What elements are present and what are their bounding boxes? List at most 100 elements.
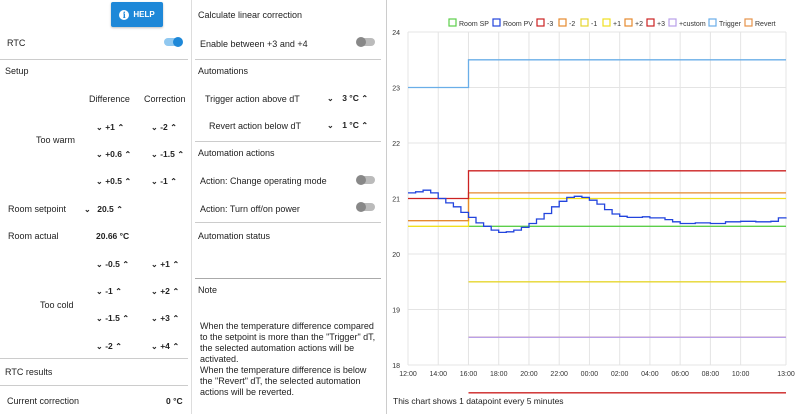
toggle-knob bbox=[173, 37, 183, 47]
chevron-down-icon[interactable]: ⌄ bbox=[151, 150, 158, 159]
chevron-up-icon[interactable]: ⌃ bbox=[177, 150, 185, 159]
chevron-down-icon[interactable]: ⌄ bbox=[96, 287, 103, 296]
help-button[interactable]: i HELP bbox=[111, 2, 163, 27]
action1-label: Action: Change operating mode bbox=[200, 176, 327, 186]
action1-toggle[interactable] bbox=[356, 175, 375, 185]
diff-value: -1.5 bbox=[105, 313, 120, 323]
action2-toggle[interactable] bbox=[356, 202, 375, 212]
too-warm-label: Too warm bbox=[36, 135, 76, 145]
x-tick-label: 04:00 bbox=[641, 371, 659, 378]
chevron-down-icon[interactable]: ⌄ bbox=[84, 205, 91, 214]
automation-actions-title: Automation actions bbox=[198, 148, 275, 158]
corr-stepper-cold-4: ⌄ +4 ⌃ bbox=[151, 341, 179, 351]
chevron-down-icon[interactable]: ⌄ bbox=[151, 314, 158, 323]
legend-label: Trigger bbox=[719, 21, 742, 28]
legend-label: -2 bbox=[569, 21, 575, 28]
chevron-up-icon[interactable]: ⌃ bbox=[124, 177, 132, 186]
current-correction-label: Current correction bbox=[7, 396, 80, 406]
trigger-stepper: ⌄ 3 °C ⌃ bbox=[327, 93, 368, 103]
chevron-down-icon[interactable]: ⌄ bbox=[96, 314, 103, 323]
chevron-down-icon[interactable]: ⌄ bbox=[151, 177, 158, 186]
chevron-up-icon[interactable]: ⌃ bbox=[115, 287, 122, 296]
diff-stepper-cold-4: ⌄ -2 ⌃ bbox=[96, 341, 122, 351]
chevron-up-icon[interactable]: ⌃ bbox=[124, 150, 132, 159]
chevron-down-icon[interactable]: ⌄ bbox=[151, 260, 158, 269]
corr-stepper-warm-2: ⌄ -1.5 ⌃ bbox=[151, 149, 184, 159]
divider bbox=[195, 59, 381, 60]
chevron-up-icon[interactable]: ⌃ bbox=[170, 123, 177, 132]
y-tick-label: 20 bbox=[392, 252, 400, 259]
setup-title: Setup bbox=[5, 66, 29, 76]
x-tick-label: 14:00 bbox=[429, 371, 447, 378]
y-tick-label: 21 bbox=[392, 197, 400, 204]
action2-label: Action: Turn off/on power bbox=[200, 204, 300, 214]
chevron-down-icon[interactable]: ⌄ bbox=[151, 287, 158, 296]
legend-swatch bbox=[602, 18, 611, 27]
legend-swatch bbox=[646, 18, 655, 27]
chevron-up-icon[interactable]: ⌃ bbox=[172, 314, 180, 323]
chevron-up-icon[interactable]: ⌃ bbox=[361, 94, 369, 103]
corr-stepper-cold-1: ⌄ +1 ⌃ bbox=[151, 259, 179, 269]
legend-swatch bbox=[708, 18, 717, 27]
corr-value: +4 bbox=[160, 341, 170, 351]
corr-value: -1 bbox=[160, 176, 168, 186]
y-tick-label: 24 bbox=[392, 30, 400, 37]
series-line-trigger bbox=[408, 59, 786, 89]
chevron-down-icon[interactable]: ⌄ bbox=[96, 177, 103, 186]
legend-label: +2 bbox=[635, 21, 643, 28]
chevron-down-icon[interactable]: ⌄ bbox=[96, 150, 103, 159]
chevron-up-icon[interactable]: ⌃ bbox=[122, 314, 130, 323]
corr-stepper-warm-3: ⌄ -1 ⌃ bbox=[151, 176, 177, 186]
trigger-value: 3 °C bbox=[342, 93, 359, 103]
chart-series bbox=[408, 59, 787, 394]
diff-value: +0.5 bbox=[105, 176, 122, 186]
chevron-down-icon[interactable]: ⌄ bbox=[327, 94, 334, 103]
y-axis: 18 19 20 21 22 23 24 bbox=[392, 30, 400, 370]
rtc-toggle[interactable] bbox=[164, 37, 183, 47]
chevron-down-icon[interactable]: ⌄ bbox=[327, 121, 334, 130]
room-setpoint-label: Room setpoint bbox=[8, 204, 67, 214]
automations-title: Automations bbox=[198, 66, 249, 76]
legend-swatch bbox=[668, 18, 677, 27]
note-text-revert: When the temperature difference is below… bbox=[200, 365, 367, 397]
chevron-down-icon[interactable]: ⌄ bbox=[151, 123, 158, 132]
x-tick-label: 12:00 bbox=[399, 371, 417, 378]
chevron-up-icon[interactable]: ⌃ bbox=[172, 342, 180, 351]
chevron-up-icon[interactable]: ⌃ bbox=[115, 342, 122, 351]
legend-swatch bbox=[448, 18, 457, 27]
diff-stepper-cold-1: ⌄ -0.5 ⌃ bbox=[96, 259, 129, 269]
legend-swatch bbox=[558, 18, 567, 27]
chevron-down-icon[interactable]: ⌄ bbox=[151, 342, 158, 351]
corr-stepper-cold-3: ⌄ +3 ⌃ bbox=[151, 313, 179, 323]
legend-swatch bbox=[580, 18, 589, 27]
diff-stepper-cold-2: ⌄ -1 ⌃ bbox=[96, 286, 122, 296]
automation-status-title: Automation status bbox=[198, 231, 271, 241]
chevron-up-icon[interactable]: ⌃ bbox=[170, 177, 177, 186]
diff-value: -0.5 bbox=[105, 259, 120, 269]
legend-swatch bbox=[492, 18, 501, 27]
revert-label: Revert action below dT bbox=[209, 121, 302, 131]
x-tick-label: 02:00 bbox=[611, 371, 629, 378]
chevron-up-icon[interactable]: ⌃ bbox=[172, 260, 180, 269]
chevron-up-icon[interactable]: ⌃ bbox=[361, 121, 369, 130]
room-setpoint-stepper: ⌄ 20.5 ⌃ bbox=[84, 204, 123, 214]
chevron-up-icon[interactable]: ⌃ bbox=[116, 205, 123, 214]
divider bbox=[0, 59, 188, 60]
chevron-down-icon[interactable]: ⌄ bbox=[96, 342, 103, 351]
x-tick-label: 18:00 bbox=[490, 371, 508, 378]
chevron-up-icon[interactable]: ⌃ bbox=[122, 260, 130, 269]
chevron-down-icon[interactable]: ⌄ bbox=[96, 123, 103, 132]
chevron-down-icon[interactable]: ⌄ bbox=[96, 260, 103, 269]
correction-header: Correction bbox=[144, 94, 186, 104]
y-tick-label: 22 bbox=[392, 141, 400, 148]
toggle-knob bbox=[356, 175, 366, 185]
x-tick-label: 20:00 bbox=[520, 371, 538, 378]
legend-label: +3 bbox=[657, 21, 665, 28]
corr-stepper-warm-1: ⌄ -2 ⌃ bbox=[151, 122, 177, 132]
enable-linear-label: Enable between +3 and +4 bbox=[200, 39, 308, 49]
toggle-knob bbox=[356, 37, 366, 47]
chevron-up-icon[interactable]: ⌃ bbox=[117, 123, 125, 132]
x-tick-label: 06:00 bbox=[671, 371, 689, 378]
enable-linear-toggle[interactable] bbox=[356, 37, 375, 47]
chevron-up-icon[interactable]: ⌃ bbox=[172, 287, 180, 296]
